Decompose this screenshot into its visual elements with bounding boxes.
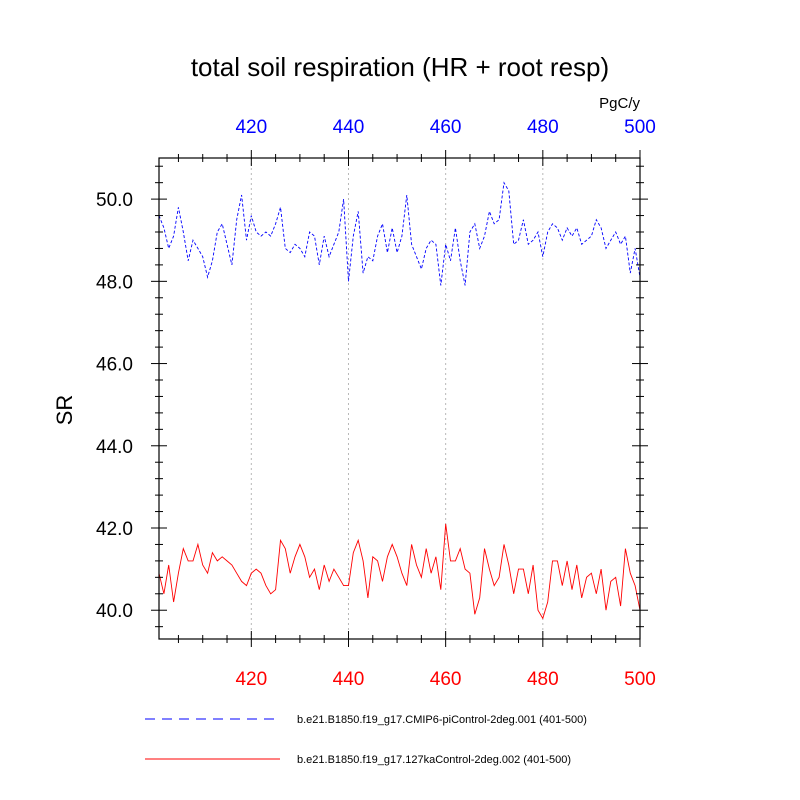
x-tick-label-bottom: 420 [235, 669, 267, 690]
x-tick-label-bottom: 500 [624, 669, 656, 690]
x-tick-label-bottom: 440 [333, 669, 365, 690]
x-tick-label-bottom: 460 [430, 669, 462, 690]
legend-label-1: b.e21.B1850.f19_g17.CMIP6-piControl-2deg… [297, 714, 587, 726]
legend-label-2: b.e21.B1850.f19_g17.127kaControl-2deg.00… [297, 754, 571, 766]
y-axis-label: SR [52, 395, 77, 426]
x-tick-label-top: 440 [333, 117, 365, 138]
series-line-1 [158, 181, 641, 286]
y-tick-label: 46.0 [96, 355, 133, 376]
y-tick-label: 40.0 [96, 601, 133, 622]
legend: b.e21.B1850.f19_g17.CMIP6-piControl-2deg… [145, 714, 587, 766]
x-tick-label-top: 420 [235, 117, 267, 138]
units-label: PgC/y [599, 95, 640, 112]
chart-title: total soil respiration (HR + root resp) [191, 52, 609, 82]
y-tick-label: 44.0 [96, 437, 133, 458]
series-line-2 [158, 523, 641, 620]
series-lines [158, 181, 641, 620]
axes: 420 440 460 480 500 420 440 460 480 500 40.0 42.0 44… [96, 117, 656, 690]
plot-frame [158, 157, 641, 640]
x-tick-label-top: 500 [624, 117, 656, 138]
x-tick-label-top: 460 [430, 117, 462, 138]
y-tick-label: 50.0 [96, 190, 133, 211]
x-tick-label-bottom: 480 [527, 669, 559, 690]
y-tick-label: 48.0 [96, 272, 133, 293]
x-tick-label-top: 480 [527, 117, 559, 138]
grid [250, 158, 544, 639]
y-tick-label: 42.0 [96, 519, 133, 540]
